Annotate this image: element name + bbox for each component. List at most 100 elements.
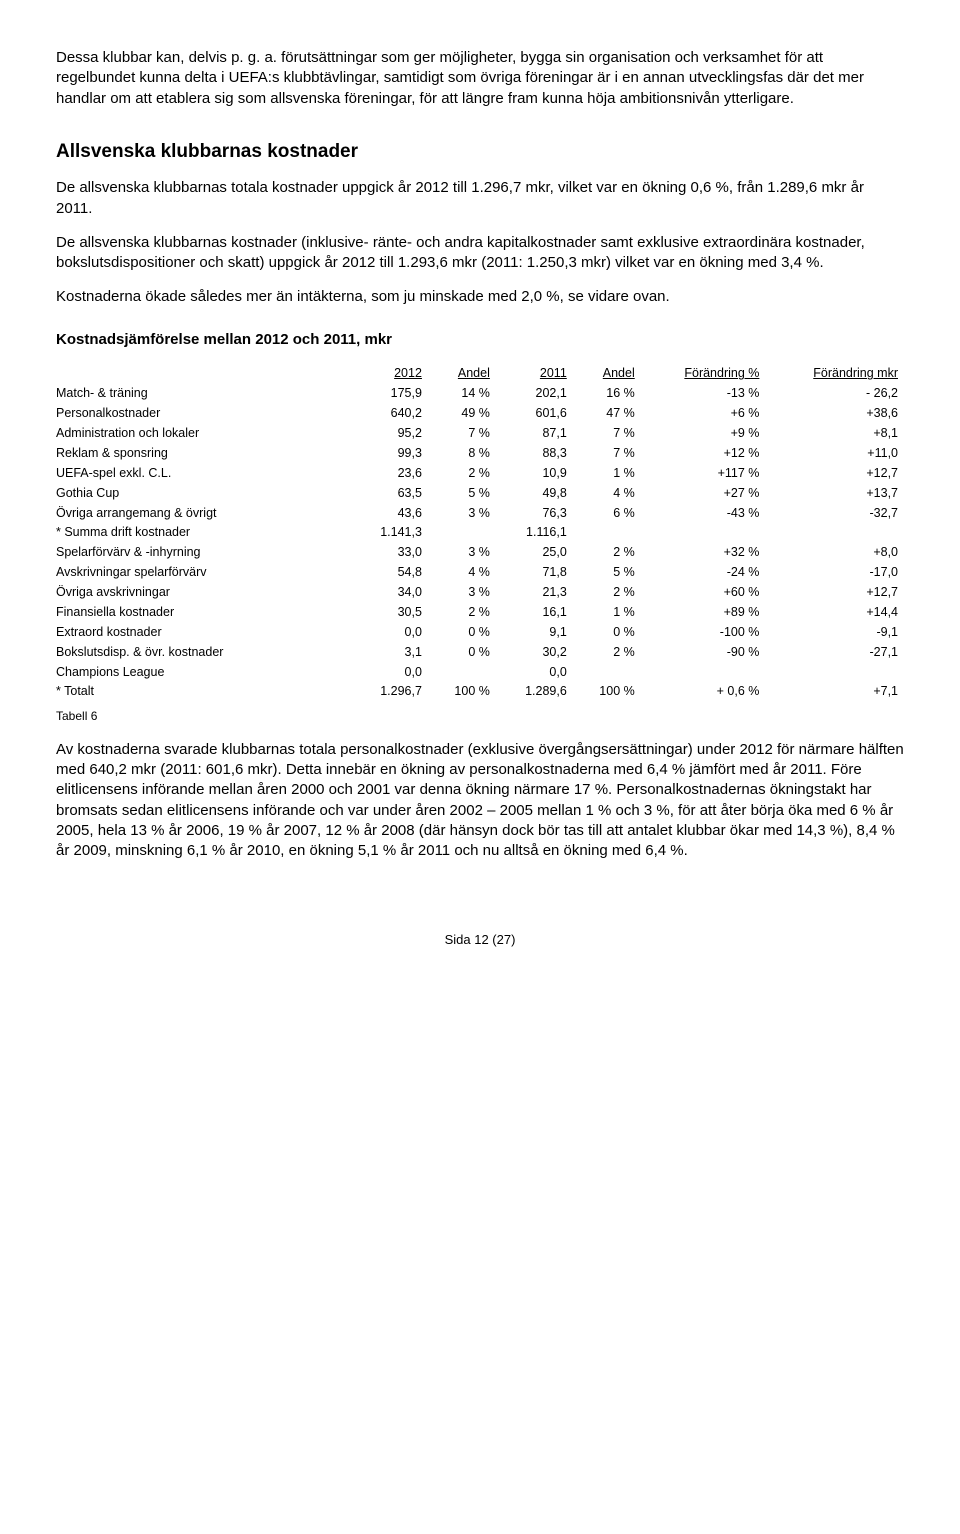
table-cell: 14 % xyxy=(428,384,496,404)
table-cell: 0 % xyxy=(428,642,496,662)
table-cell: 3,1 xyxy=(351,642,428,662)
table-cell: 23,6 xyxy=(351,463,428,483)
table-cell: +14,4 xyxy=(765,602,904,622)
table-cell: 99,3 xyxy=(351,443,428,463)
col-change-mkr: Förändring mkr xyxy=(765,364,904,384)
col-2011: 2011 xyxy=(496,364,573,384)
table-cell: 21,3 xyxy=(496,583,573,603)
table-cell: +89 % xyxy=(641,602,766,622)
table-row: Gothia Cup63,55 %49,84 %+27 %+13,7 xyxy=(56,483,904,503)
table-cell: 0 % xyxy=(428,622,496,642)
table-cell: -43 % xyxy=(641,503,766,523)
table-row: Avskrivningar spelarförvärv54,84 %71,85 … xyxy=(56,563,904,583)
table-cell: 4 % xyxy=(428,563,496,583)
table-cell: 43,6 xyxy=(351,503,428,523)
table-cell: Övriga avskrivningar xyxy=(56,583,351,603)
table-cell xyxy=(573,662,641,682)
table-cell: 0,0 xyxy=(351,622,428,642)
table-cell: +13,7 xyxy=(765,483,904,503)
table-cell: -24 % xyxy=(641,563,766,583)
table-cell: 34,0 xyxy=(351,583,428,603)
table-cell: Extraord kostnader xyxy=(56,622,351,642)
table-cell: 0,0 xyxy=(351,662,428,682)
table-cell: 16 % xyxy=(573,384,641,404)
table-cell: Match- & träning xyxy=(56,384,351,404)
table-cell: +11,0 xyxy=(765,443,904,463)
table-cell: +8,1 xyxy=(765,424,904,444)
table-cell: Administration och lokaler xyxy=(56,424,351,444)
table-cell: 30,2 xyxy=(496,642,573,662)
table-cell: 3 % xyxy=(428,543,496,563)
table-cell: 7 % xyxy=(428,424,496,444)
table-cell: Reklam & sponsring xyxy=(56,443,351,463)
table-cell: * Totalt xyxy=(56,682,351,702)
table-cell: -17,0 xyxy=(765,563,904,583)
table-cell: 0 % xyxy=(573,622,641,642)
table-cell: +7,1 xyxy=(765,682,904,702)
table-row: UEFA-spel exkl. C.L.23,62 %10,91 %+117 %… xyxy=(56,463,904,483)
table-cell: 54,8 xyxy=(351,563,428,583)
table-cell: 16,1 xyxy=(496,602,573,622)
table-row: Extraord kostnader0,00 %9,10 %-100 %-9,1 xyxy=(56,622,904,642)
table-row: Finansiella kostnader30,52 %16,11 %+89 %… xyxy=(56,602,904,622)
table-cell: 49 % xyxy=(428,404,496,424)
table-cell: 1.141,3 xyxy=(351,523,428,543)
table-cell: +38,6 xyxy=(765,404,904,424)
table-row: Reklam & sponsring99,38 %88,37 %+12 %+11… xyxy=(56,443,904,463)
costs-paragraph-3: Kostnaderna ökade således mer än intäkte… xyxy=(56,287,904,307)
table-cell xyxy=(765,662,904,682)
table-cell: Bokslutsdisp. & övr. kostnader xyxy=(56,642,351,662)
table-cell xyxy=(428,523,496,543)
table-row: Övriga arrangemang & övrigt43,63 %76,36 … xyxy=(56,503,904,523)
table-cell: + 0,6 % xyxy=(641,682,766,702)
table-cell: 5 % xyxy=(573,563,641,583)
table-row: Champions League0,00,0 xyxy=(56,662,904,682)
table-cell: 100 % xyxy=(428,682,496,702)
table-caption: Tabell 6 xyxy=(56,708,904,724)
table-cell: 7 % xyxy=(573,443,641,463)
table-cell: 3 % xyxy=(428,503,496,523)
table-cell: 1.296,7 xyxy=(351,682,428,702)
table-cell: -13 % xyxy=(641,384,766,404)
costs-paragraph-1: De allsvenska klubbarnas totala kostnade… xyxy=(56,178,904,219)
costs-paragraph-2: De allsvenska klubbarnas kostnader (inkl… xyxy=(56,233,904,274)
table-cell: 2 % xyxy=(428,463,496,483)
table-cell: 8 % xyxy=(428,443,496,463)
table-cell: 88,3 xyxy=(496,443,573,463)
table-cell: 5 % xyxy=(428,483,496,503)
comparison-heading: Kostnadsjämförelse mellan 2012 och 2011,… xyxy=(56,330,904,350)
table-cell: 1 % xyxy=(573,463,641,483)
table-cell: 175,9 xyxy=(351,384,428,404)
table-cell: -32,7 xyxy=(765,503,904,523)
table-cell: -90 % xyxy=(641,642,766,662)
table-cell: 63,5 xyxy=(351,483,428,503)
table-cell: 1 % xyxy=(573,602,641,622)
table-cell: 6 % xyxy=(573,503,641,523)
col-2012: 2012 xyxy=(351,364,428,384)
table-cell: 49,8 xyxy=(496,483,573,503)
table-cell: * Summa drift kostnader xyxy=(56,523,351,543)
table-row: Personalkostnader640,249 %601,647 %+6 %+… xyxy=(56,404,904,424)
table-cell: +12,7 xyxy=(765,463,904,483)
table-cell: Champions League xyxy=(56,662,351,682)
table-cell: 100 % xyxy=(573,682,641,702)
table-cell: +60 % xyxy=(641,583,766,603)
table-cell: -9,1 xyxy=(765,622,904,642)
table-cell: 95,2 xyxy=(351,424,428,444)
table-cell: 2 % xyxy=(573,642,641,662)
table-cell xyxy=(428,662,496,682)
table-cell: +9 % xyxy=(641,424,766,444)
table-cell: UEFA-spel exkl. C.L. xyxy=(56,463,351,483)
table-cell: +8,0 xyxy=(765,543,904,563)
table-cell: Övriga arrangemang & övrigt xyxy=(56,503,351,523)
page-footer: Sida 12 (27) xyxy=(56,931,904,949)
table-cell: Personalkostnader xyxy=(56,404,351,424)
table-cell: 2 % xyxy=(428,602,496,622)
table-cell xyxy=(573,523,641,543)
table-cell: 76,3 xyxy=(496,503,573,523)
table-cell: 3 % xyxy=(428,583,496,603)
table-row: Spelarförvärv & -inhyrning33,03 %25,02 %… xyxy=(56,543,904,563)
table-cell xyxy=(641,523,766,543)
col-andel-2012: Andel xyxy=(428,364,496,384)
table-cell: Spelarförvärv & -inhyrning xyxy=(56,543,351,563)
